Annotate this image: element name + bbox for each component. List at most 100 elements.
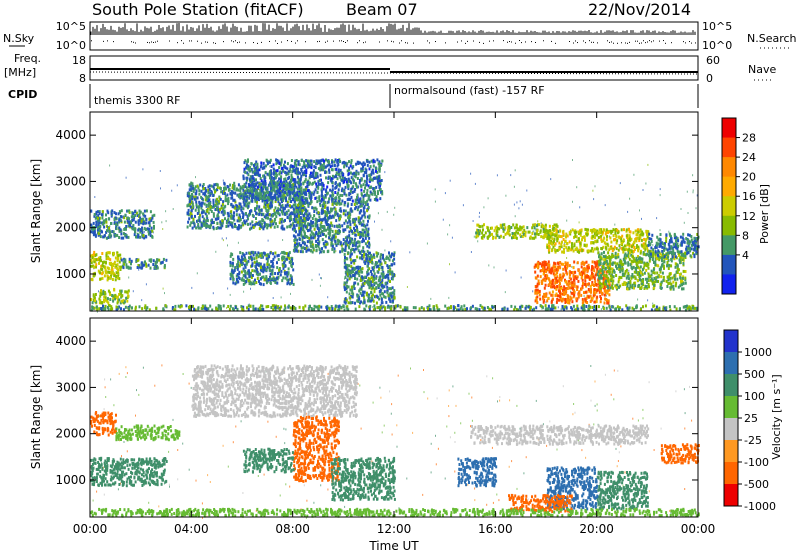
heatmap-cell	[317, 182, 320, 186]
heatmap-cell	[298, 163, 301, 167]
heatmap-cell	[126, 299, 129, 303]
heatmap-cell	[229, 254, 232, 258]
nsearch-dot	[287, 40, 288, 42]
nsearch-dot	[515, 42, 516, 44]
heatmap-cell	[632, 231, 635, 235]
heatmap-cell	[372, 171, 375, 175]
heatmap-cell	[107, 267, 110, 271]
heatmap-cell	[216, 226, 219, 230]
heatmap-cell	[205, 203, 208, 207]
heatmap-cell	[291, 184, 294, 187]
heatmap-cell	[311, 217, 314, 220]
heatmap-cell	[479, 229, 482, 233]
heatmap-cell	[357, 282, 360, 286]
heatmap-cell	[269, 223, 272, 227]
heatmap-cell	[283, 227, 286, 231]
heatmap-cell	[191, 193, 193, 196]
heatmap-cell	[481, 224, 484, 228]
heatmap-cell	[519, 200, 521, 203]
heatmap-cell	[229, 293, 231, 296]
freq-unit: [MHz]	[4, 66, 36, 79]
heatmap-cell	[381, 228, 383, 231]
heatmap-cell	[100, 301, 103, 305]
heatmap-cell	[213, 203, 216, 207]
nsearch-dot	[281, 41, 282, 43]
heatmap-cell	[259, 177, 262, 180]
heatmap-cell	[249, 255, 252, 259]
heatmap-cell	[236, 204, 239, 208]
heatmap-cell	[346, 169, 349, 173]
heatmap-cell	[264, 206, 267, 210]
heatmap-cell	[297, 162, 300, 166]
heatmap-cell	[104, 292, 107, 296]
heatmap-cell	[123, 262, 125, 266]
heatmap-cell	[200, 211, 203, 215]
heatmap-cell	[304, 197, 307, 201]
nsearch-dot	[183, 42, 184, 44]
heatmap-cell	[516, 201, 518, 204]
nsearch-dot	[683, 41, 684, 43]
heatmap-cell	[150, 226, 153, 230]
heatmap-cell	[297, 198, 300, 202]
heatmap-cell	[265, 216, 267, 220]
heatmap-cell	[96, 219, 99, 223]
heatmap-cell	[337, 195, 340, 199]
heatmap-cell	[331, 191, 334, 195]
heatmap-cell	[333, 164, 336, 167]
heatmap-cell	[262, 192, 265, 196]
heatmap-cell	[548, 224, 551, 228]
heatmap-cell	[314, 196, 317, 200]
heatmap-cell	[251, 213, 254, 217]
nsearch-dot	[205, 41, 206, 43]
heatmap-cell	[120, 265, 123, 269]
heatmap-cell	[106, 255, 109, 259]
heatmap-cell	[346, 225, 349, 229]
heatmap-cell	[281, 196, 284, 200]
heatmap-cell	[234, 222, 236, 226]
heatmap-cell	[103, 219, 106, 223]
heatmap-cell	[282, 276, 285, 280]
nsearch-dot	[641, 42, 642, 44]
heatmap-cell	[255, 256, 258, 260]
heatmap-cell	[370, 172, 373, 176]
heatmap-cell	[513, 185, 515, 188]
heatmap-cell	[240, 205, 243, 209]
heatmap-cell	[198, 200, 201, 204]
heatmap-cell	[353, 189, 356, 193]
heatmap-cell	[290, 173, 293, 177]
heatmap-cell	[211, 205, 214, 209]
heatmap-cell	[191, 184, 194, 188]
heatmap-cell	[297, 171, 300, 175]
nsearch-dot	[609, 41, 610, 43]
heatmap-cell	[140, 229, 143, 232]
heatmap-cell	[360, 233, 363, 237]
heatmap-cell	[93, 260, 96, 264]
heatmap-cell	[103, 260, 106, 264]
heatmap-cell	[381, 278, 384, 282]
heatmap-cell	[505, 269, 507, 272]
heatmap-cell	[362, 290, 365, 294]
heatmap-cell	[120, 232, 123, 236]
heatmap-cell	[90, 230, 93, 234]
heatmap-cell	[302, 182, 305, 186]
heatmap-cell	[270, 179, 273, 183]
heatmap-cell	[212, 212, 215, 216]
heatmap-cell	[512, 223, 515, 227]
heatmap-cell	[292, 282, 295, 286]
heatmap-cell	[260, 266, 262, 270]
heatmap-cell	[350, 159, 353, 163]
heatmap-cell	[108, 235, 111, 239]
heatmap-cell	[314, 218, 317, 222]
nsky-panel: N.Sky 10^5 10^0 10^5 10^0 N.Search	[3, 20, 797, 52]
heatmap-cell	[387, 276, 390, 280]
heatmap-cell	[392, 299, 394, 303]
heatmap-cell	[383, 295, 386, 299]
heatmap-cell	[139, 210, 142, 214]
heatmap-cell	[311, 278, 313, 281]
heatmap-cell	[339, 250, 342, 254]
heatmap-cell	[384, 249, 386, 252]
heatmap-cell	[209, 226, 212, 229]
heatmap-cell	[317, 186, 320, 190]
heatmap-cell	[368, 173, 371, 177]
heatmap-cell	[298, 208, 301, 212]
